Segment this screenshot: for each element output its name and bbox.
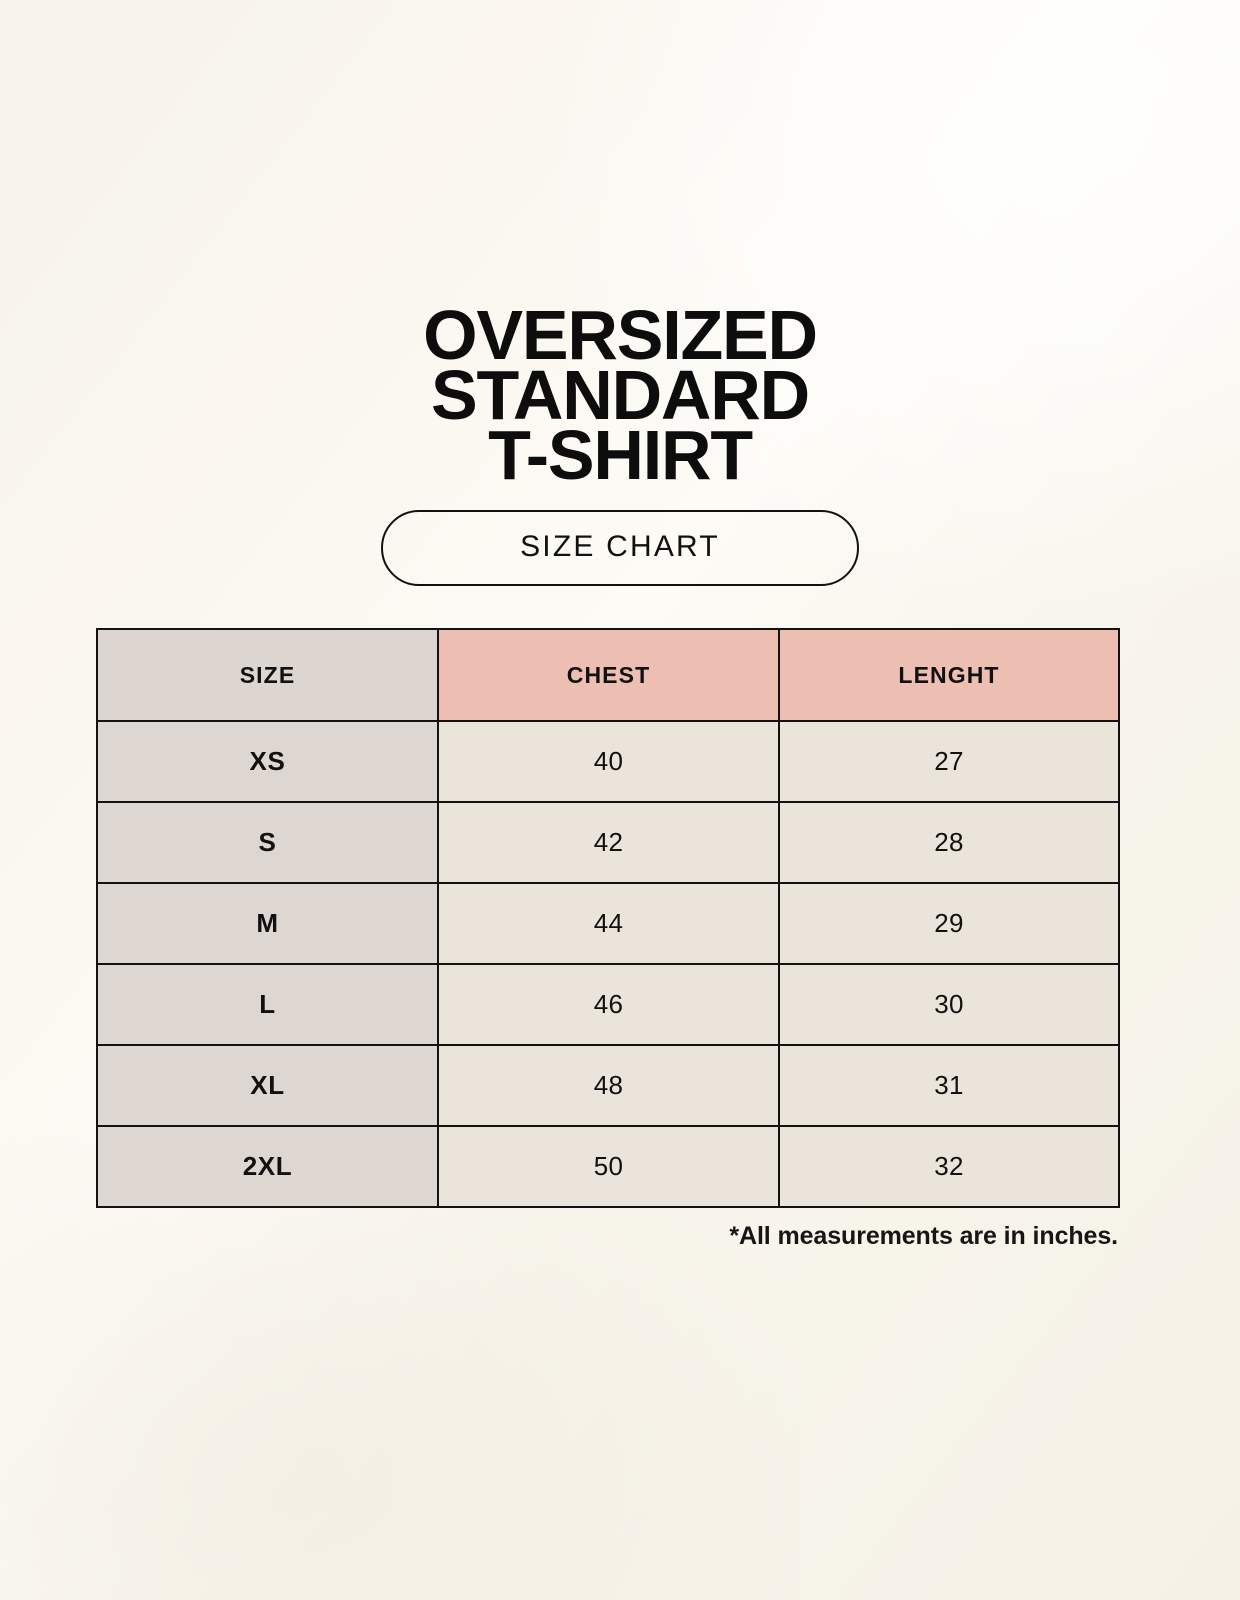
size-table: SIZE CHEST LENGHT XS 40 27 S 42 28: [96, 628, 1120, 1208]
cell-chest: 44: [437, 882, 780, 965]
cell-length: 28: [778, 801, 1120, 884]
cell-chest: 40: [437, 720, 780, 803]
size-table-body: XS 40 27 S 42 28 M 44 29 L: [96, 720, 1120, 1208]
cell-size: S: [96, 801, 439, 884]
size-table-container: SIZE CHEST LENGHT XS 40 27 S 42 28: [96, 628, 1120, 1208]
size-chart-badge: SIZE CHART: [381, 510, 859, 586]
cell-size: L: [96, 963, 439, 1046]
page-title-line-3: T-SHIRT: [488, 415, 753, 494]
size-chart-badge-container: SIZE CHART: [0, 510, 1240, 586]
cell-size: 2XL: [96, 1125, 439, 1208]
cell-chest: 50: [437, 1125, 780, 1208]
table-row: 2XL 50 32: [96, 1125, 1120, 1208]
column-header-size: SIZE: [96, 628, 439, 722]
cell-length: 31: [778, 1044, 1120, 1127]
table-row: L 46 30: [96, 963, 1120, 1046]
cell-size: XS: [96, 720, 439, 803]
cell-chest: 42: [437, 801, 780, 884]
table-header-row: SIZE CHEST LENGHT: [96, 628, 1120, 722]
cell-length: 30: [778, 963, 1120, 1046]
cell-length: 27: [778, 720, 1120, 803]
cell-length: 32: [778, 1125, 1120, 1208]
table-row: M 44 29: [96, 882, 1120, 965]
cell-chest: 48: [437, 1044, 780, 1127]
size-table-head: SIZE CHEST LENGHT: [96, 628, 1120, 722]
cell-size: M: [96, 882, 439, 965]
table-row: S 42 28: [96, 801, 1120, 884]
table-row: XS 40 27: [96, 720, 1120, 803]
column-header-chest: CHEST: [437, 628, 780, 722]
page-title: OVERSIZED STANDARD T-SHIRT: [0, 300, 1240, 494]
table-row: XL 48 31: [96, 1044, 1120, 1127]
cell-length: 29: [778, 882, 1120, 965]
cell-size: XL: [96, 1044, 439, 1127]
cell-chest: 46: [437, 963, 780, 1046]
measurement-footnote: *All measurements are in inches.: [729, 1222, 1118, 1250]
column-header-length: LENGHT: [778, 628, 1120, 722]
